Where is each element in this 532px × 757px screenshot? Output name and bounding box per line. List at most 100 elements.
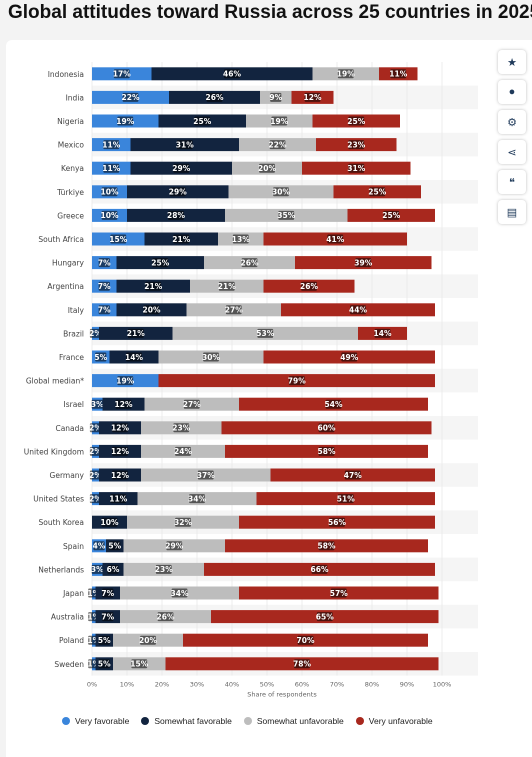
- x-tick-label: 20%: [155, 681, 169, 689]
- category-label: Japan: [62, 589, 84, 598]
- data-label: 15%: [130, 660, 148, 669]
- quote-button[interactable]: ❝: [498, 170, 526, 194]
- data-label: 5%: [108, 542, 121, 551]
- data-label-bg: [91, 564, 103, 574]
- data-label: 25%: [193, 117, 211, 126]
- data-label: 19%: [337, 70, 355, 79]
- data-label: 29%: [165, 542, 183, 551]
- data-label: 21%: [218, 282, 236, 291]
- data-label: 19%: [270, 117, 288, 126]
- data-label-bg: [157, 612, 174, 622]
- data-label: 57%: [330, 589, 348, 598]
- data-label-bg: [89, 328, 102, 338]
- data-label-bg: [197, 470, 214, 480]
- star-button[interactable]: ★: [498, 50, 526, 74]
- category-label: Greece: [57, 211, 84, 220]
- quote-icon: ❝: [509, 176, 515, 189]
- data-label-bg: [93, 541, 105, 551]
- data-label-bg: [107, 564, 119, 574]
- gear-button[interactable]: ⚙: [498, 110, 526, 134]
- data-label-bg: [203, 352, 219, 362]
- data-label: 26%: [241, 258, 259, 267]
- data-label-bg: [115, 399, 132, 409]
- legend-item-somewhat-unfavorable[interactable]: Somewhat unfavorable: [243, 716, 344, 726]
- data-label: 27%: [183, 400, 201, 409]
- data-label: 23%: [172, 424, 190, 433]
- data-label: 25%: [151, 258, 169, 267]
- category-label: Germany: [50, 471, 85, 480]
- data-label-bg: [318, 446, 335, 456]
- data-label: 56%: [328, 518, 346, 527]
- legend-label-somewhat-unfavorable: Somewhat unfavorable: [256, 716, 344, 726]
- category-label: Nigeria: [57, 117, 84, 126]
- data-label-bg: [109, 541, 121, 551]
- legend-item-somewhat-favorable[interactable]: Somewhat favorable: [141, 716, 232, 726]
- category-label: Hungary: [52, 259, 85, 268]
- category-label: Sweden: [54, 660, 84, 669]
- data-label: 22%: [269, 140, 287, 149]
- data-label-bg: [173, 423, 190, 433]
- data-label: 5%: [98, 636, 111, 645]
- data-label: 12%: [111, 471, 129, 480]
- data-label-bg: [355, 258, 372, 268]
- data-label-bg: [224, 69, 240, 79]
- data-label: 1%: [87, 612, 100, 621]
- data-label-bg: [330, 588, 347, 598]
- data-label-bg: [122, 92, 139, 102]
- data-label: 15%: [109, 235, 127, 244]
- data-label-bg: [304, 92, 321, 102]
- x-tick-label: 40%: [225, 681, 239, 689]
- category-label: Indonesia: [48, 70, 84, 79]
- data-label-bg: [110, 494, 127, 504]
- data-label: 2%: [89, 471, 102, 480]
- legend-item-very-favorable[interactable]: Very favorable: [62, 716, 129, 726]
- data-label: 3%: [91, 565, 104, 574]
- data-label-bg: [316, 612, 333, 622]
- data-label-bg: [390, 69, 407, 79]
- data-label-bg: [103, 163, 120, 173]
- data-label: 10%: [101, 518, 119, 527]
- data-label-bg: [166, 541, 183, 551]
- data-label: 29%: [169, 188, 187, 197]
- data-label: 6%: [107, 565, 120, 574]
- data-label: 12%: [111, 447, 129, 456]
- category-label: United States: [33, 495, 84, 504]
- bell-button[interactable]: ●: [498, 80, 526, 104]
- data-label-bg: [103, 140, 120, 150]
- data-label-bg: [348, 116, 365, 126]
- data-label-bg: [126, 352, 142, 362]
- data-label-bg: [173, 234, 190, 244]
- data-label-bg: [98, 281, 110, 291]
- data-label: 26%: [206, 93, 224, 102]
- category-label: India: [66, 93, 84, 102]
- data-label: 49%: [340, 353, 358, 362]
- data-label-bg: [383, 210, 400, 220]
- data-label: 24%: [174, 447, 192, 456]
- data-label-bg: [194, 116, 211, 126]
- bell-icon: ●: [508, 86, 516, 98]
- data-label-bg: [294, 659, 310, 669]
- data-label-bg: [175, 446, 191, 456]
- data-label: 32%: [174, 518, 192, 527]
- legend-item-very-unfavorable[interactable]: Very unfavorable: [355, 716, 433, 726]
- data-label-bg: [311, 564, 328, 574]
- data-label-bg: [131, 659, 148, 669]
- toolbar: ★ ● ⚙ ⋖ ❝ ▤: [498, 50, 526, 230]
- data-label-bg: [232, 234, 249, 244]
- data-label-bg: [241, 258, 258, 268]
- data-label-bg: [89, 470, 102, 480]
- category-label: France: [59, 353, 84, 362]
- data-label: 12%: [115, 400, 133, 409]
- print-button[interactable]: ▤: [498, 200, 526, 224]
- data-label-bg: [269, 140, 286, 150]
- data-label: 79%: [288, 376, 306, 385]
- category-label: Italy: [68, 306, 85, 315]
- legend-label-very-unfavorable: Very unfavorable: [368, 716, 433, 726]
- data-label: 31%: [347, 164, 365, 173]
- data-label: 12%: [111, 424, 129, 433]
- category-label: United Kingdom: [24, 447, 84, 456]
- data-label-bg: [155, 564, 172, 574]
- data-label-bg: [89, 446, 102, 456]
- category-label: Argentina: [47, 282, 84, 291]
- share-button[interactable]: ⋖: [498, 140, 526, 164]
